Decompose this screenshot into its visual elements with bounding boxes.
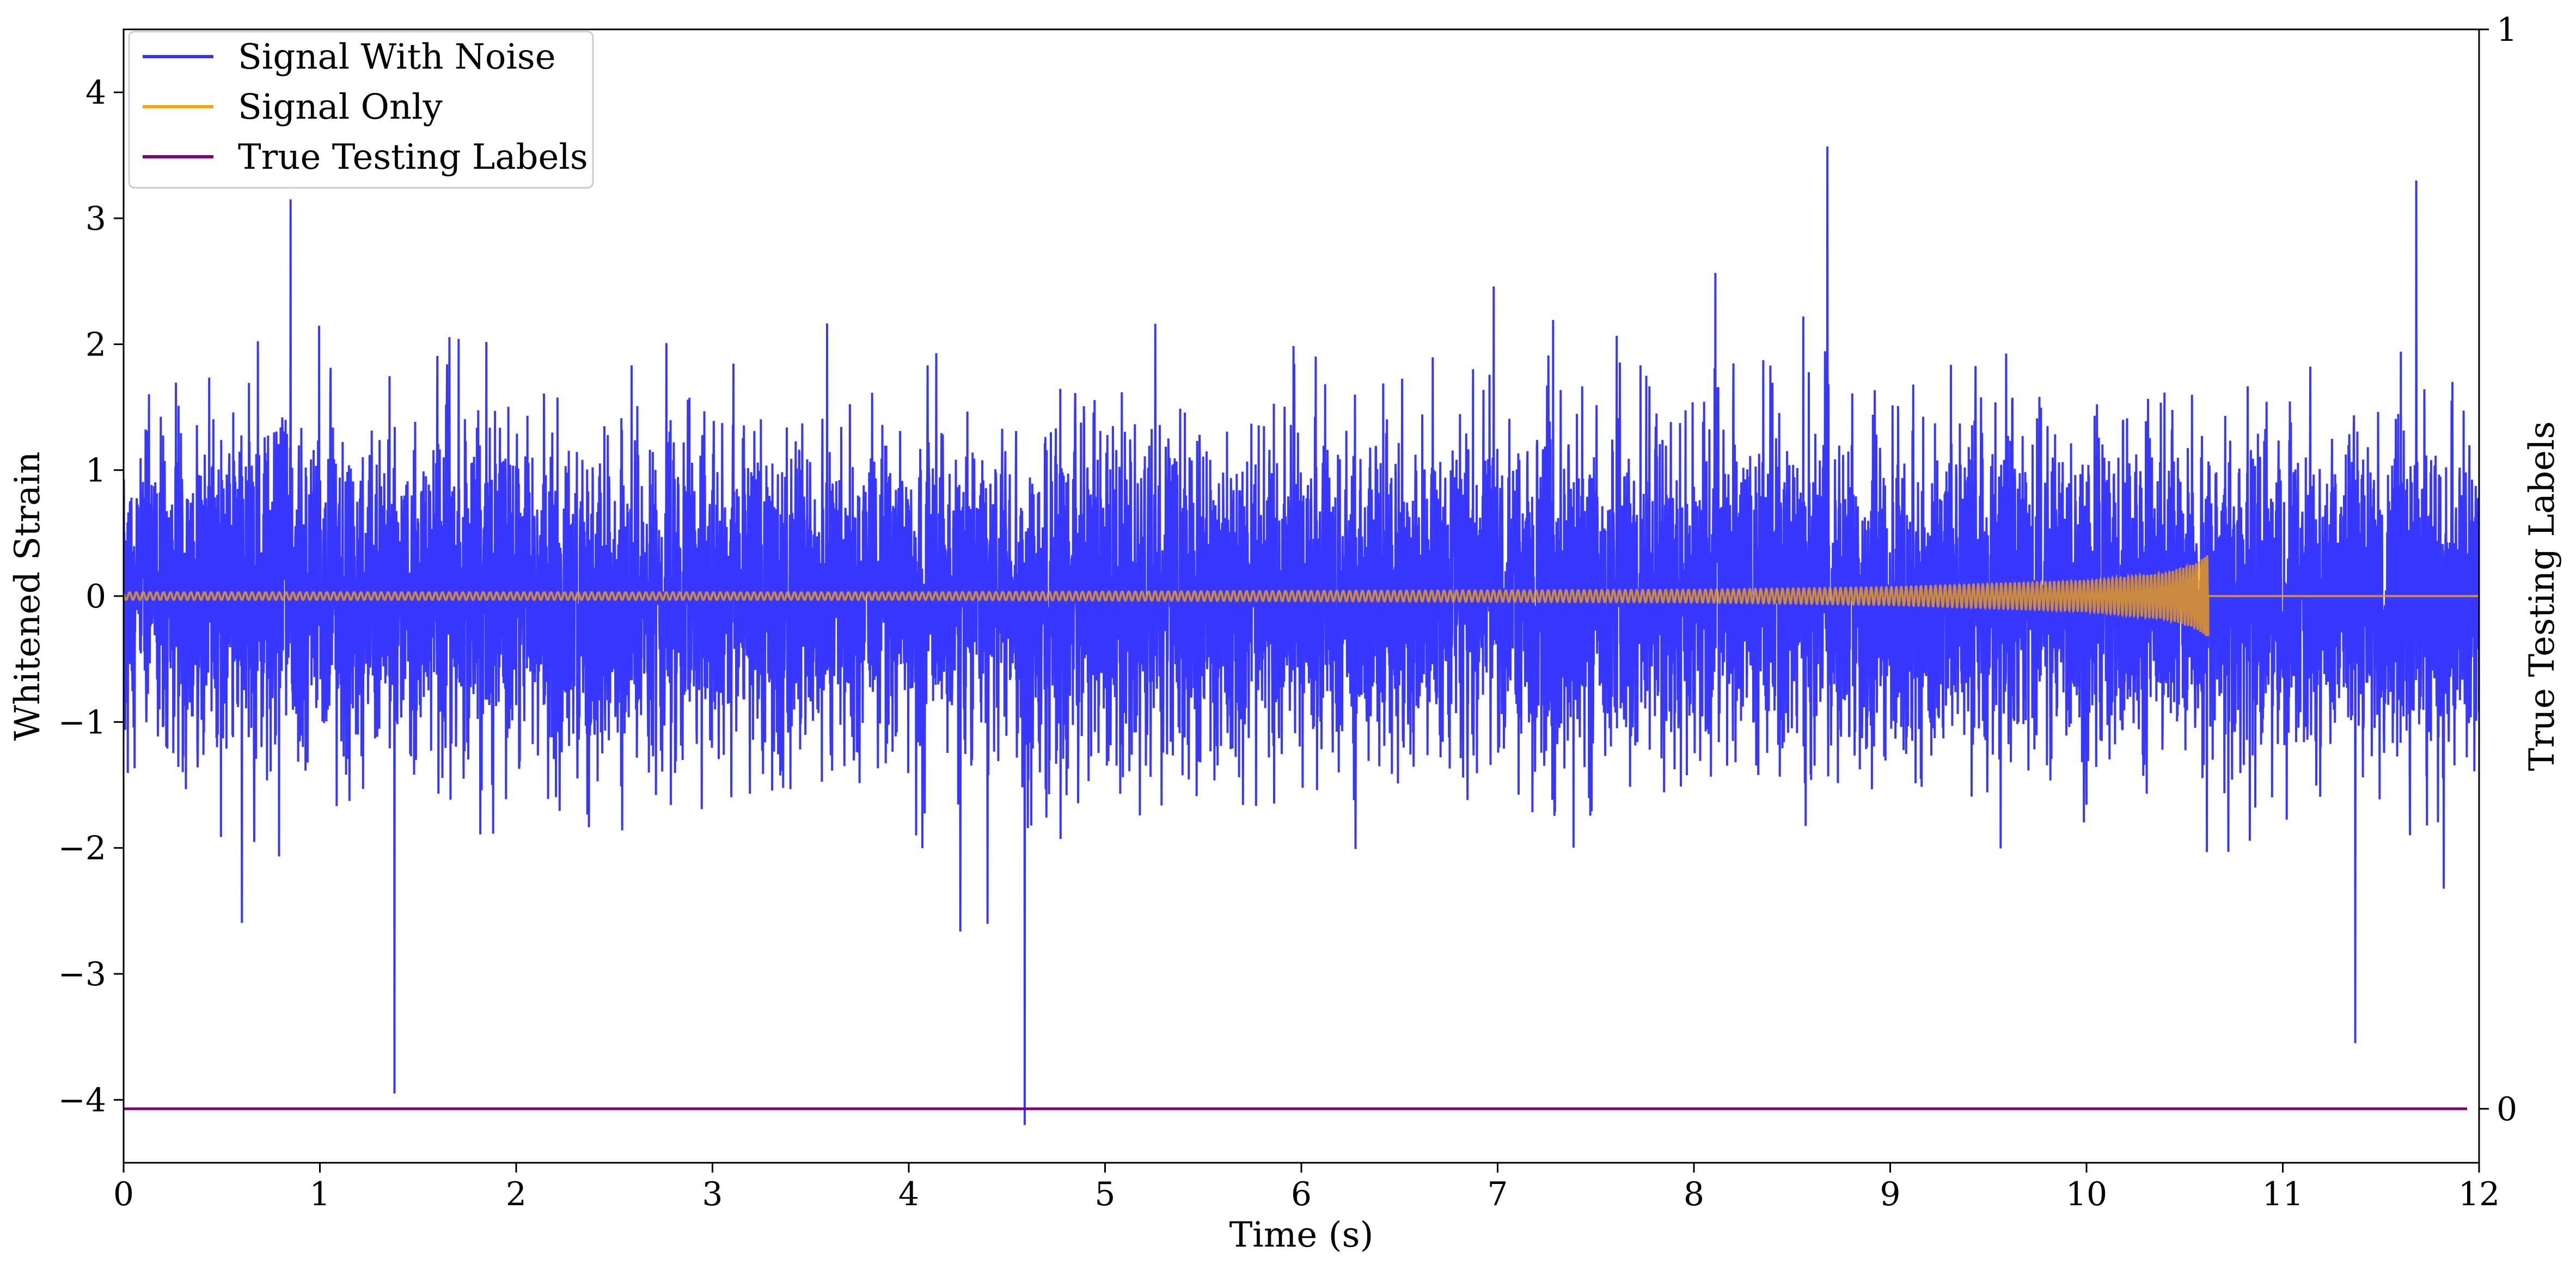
x-tick-label: 10: [2066, 1175, 2107, 1213]
x-tick-label: 4: [898, 1175, 919, 1213]
y-tick-label: 2: [85, 326, 106, 364]
legend-label-signal-with-noise: Signal With Noise: [238, 37, 556, 77]
legend-box: [128, 30, 594, 189]
x-axis-label: Time (s): [1229, 1215, 1374, 1255]
series-signal-only: [124, 555, 2479, 636]
x-tick-label: 5: [1094, 1175, 1115, 1213]
legend-label-signal-only: Signal Only: [238, 87, 443, 127]
series-signal-with-noise: [124, 146, 2479, 1125]
y-axis-right: 01: [2479, 11, 2517, 1128]
y-tick-label: 3: [85, 200, 106, 238]
x-tick-label: 0: [113, 1175, 134, 1213]
x-tick-label: 3: [702, 1175, 723, 1213]
y-tick-label: −4: [58, 1081, 106, 1119]
x-tick-label: 6: [1291, 1175, 1312, 1213]
y-tick-label: 0: [85, 578, 106, 616]
series-layer: [124, 146, 2479, 1125]
x-tick-label: 7: [1487, 1175, 1508, 1213]
y-axis-label: Whitened Strain: [8, 451, 48, 740]
y-tick-label: 4: [85, 74, 106, 112]
y-tick-label: −2: [58, 830, 106, 868]
y2-tick-label: 1: [2497, 11, 2517, 49]
legend-label-true-testing-labels: True Testing Labels: [238, 137, 588, 177]
y2-axis-label: True Testing Labels: [2522, 421, 2562, 771]
y-tick-label: −1: [58, 703, 106, 741]
x-tick-label: 9: [1880, 1175, 1900, 1213]
x-tick-label: 8: [1684, 1175, 1704, 1213]
x-tick-label: 11: [2262, 1175, 2303, 1213]
y-axis-left: −4 −3 −2 −1 0 1 2 3 4: [58, 74, 124, 1119]
y2-tick-label: 0: [2497, 1090, 2517, 1128]
x-tick-label: 12: [2458, 1175, 2500, 1213]
x-axis: 0 1 2 3 4 5 6 7 8 9 10 11 12: [113, 1163, 2500, 1213]
y-tick-label: −3: [58, 955, 106, 993]
y-tick-label: 1: [85, 452, 106, 490]
legend: Signal With Noise Signal Only True Testi…: [128, 30, 594, 189]
x-tick-label: 1: [309, 1175, 330, 1213]
plot-area: [124, 146, 2479, 1125]
x-tick-label: 2: [506, 1175, 527, 1213]
